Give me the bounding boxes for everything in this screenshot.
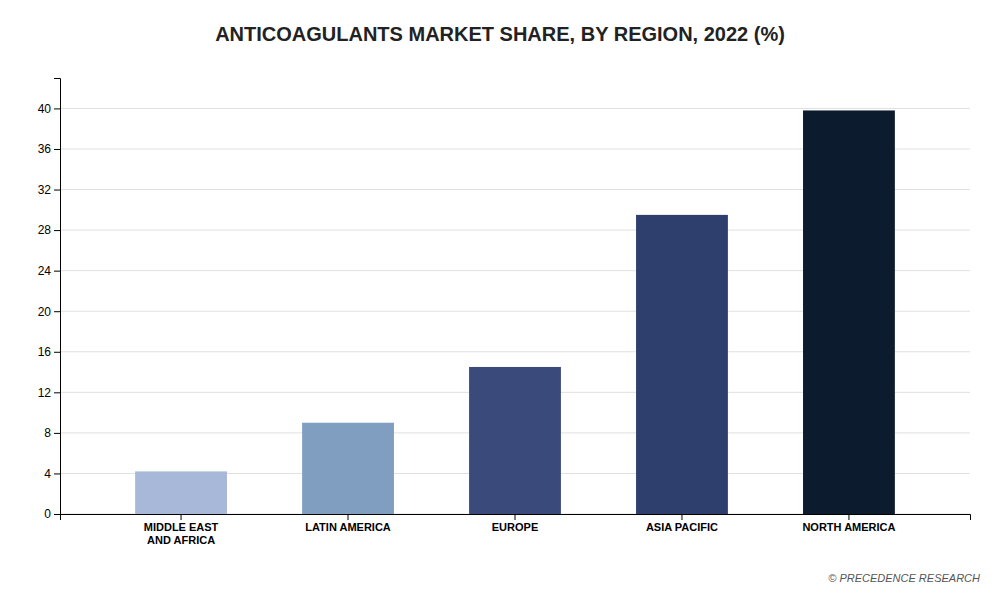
- y-tick: 0: [44, 507, 60, 521]
- chart-title: ANTICOAGULANTS MARKET SHARE, BY REGION, …: [215, 23, 785, 45]
- bar: [302, 423, 394, 514]
- x-tick-label: MIDDLE EASTAND AFRICA: [144, 521, 219, 546]
- y-tick-mark: [54, 473, 60, 474]
- y-tick: 32: [38, 183, 60, 197]
- y-tick-mark: [54, 392, 60, 393]
- y-axis: 0 4 8 12 16 20 24 28 32 36 40: [38, 79, 61, 522]
- y-tick-mark: [54, 108, 60, 109]
- x-tick-mark: [348, 514, 349, 520]
- y-tick-mark: [54, 433, 60, 434]
- y-tick: 24: [38, 264, 60, 278]
- bars: [135, 110, 895, 514]
- x-tick: ASIA PACIFIC: [646, 514, 718, 533]
- y-tick-label: 24: [38, 264, 52, 278]
- y-tick-mark: [54, 190, 60, 191]
- y-tick-label: 40: [38, 102, 52, 116]
- x-axis-line: [61, 515, 971, 521]
- y-tick: 16: [38, 345, 60, 359]
- y-tick-mark: [54, 271, 60, 272]
- y-tick-label: 28: [38, 223, 52, 237]
- y-tick-mark: [54, 311, 60, 312]
- y-tick-label: 32: [38, 183, 52, 197]
- x-tick-label: EUROPE: [492, 521, 538, 533]
- y-tick-label: 20: [38, 305, 52, 319]
- y-tick: 12: [38, 386, 60, 400]
- y-tick: 36: [38, 142, 60, 156]
- y-tick: 40: [38, 102, 60, 116]
- y-tick: 8: [44, 426, 60, 440]
- annotation: © PRECEDENCE RESEARCH: [828, 572, 980, 584]
- y-tick-label: 0: [44, 507, 51, 521]
- y-tick-label: 8: [44, 426, 51, 440]
- x-tick-mark: [181, 514, 182, 520]
- y-tick: 20: [38, 305, 60, 319]
- bar: [469, 367, 561, 514]
- y-tick-mark: [54, 352, 60, 353]
- x-tick-label: ASIA PACIFIC: [646, 521, 718, 533]
- y-tick-label: 36: [38, 142, 52, 156]
- y-tick-mark: [54, 514, 60, 515]
- y-tick-label: 16: [38, 345, 52, 359]
- x-tick-mark: [681, 514, 682, 520]
- y-tick: 28: [38, 223, 60, 237]
- x-tick-mark: [515, 514, 516, 520]
- grid: [60, 108, 970, 514]
- bar: [636, 215, 728, 514]
- x-axis: MIDDLE EASTAND AFRICA LATIN AMERICA EUROPE…: [61, 514, 971, 546]
- x-tick: LATIN AMERICA: [305, 514, 391, 533]
- x-tick: MIDDLE EASTAND AFRICA: [144, 514, 219, 546]
- plot-area: 0 4 8 12 16 20 24 28 32 36 40 MIDDLE EASTAND AFRICA…: [38, 79, 971, 547]
- x-tick: NORTH AMERICA: [802, 514, 895, 533]
- x-tick-label: LATIN AMERICA: [305, 521, 391, 533]
- bar: [803, 110, 895, 514]
- x-tick: EUROPE: [492, 514, 538, 533]
- y-tick-mark: [54, 149, 60, 150]
- y-axis-line: [54, 79, 61, 515]
- grid-line: [60, 108, 970, 109]
- bar: [135, 471, 227, 514]
- y-tick: 4: [44, 467, 60, 481]
- y-tick-mark: [54, 230, 60, 231]
- chart-svg: ANTICOAGULANTS MARKET SHARE, BY REGION, …: [0, 0, 1000, 594]
- y-tick-label: 12: [38, 386, 52, 400]
- x-tick-label: NORTH AMERICA: [802, 521, 895, 533]
- x-tick-mark: [848, 514, 849, 520]
- y-tick-label: 4: [44, 467, 51, 481]
